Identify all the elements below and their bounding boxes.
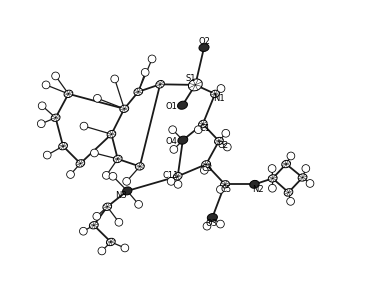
- Circle shape: [93, 94, 101, 102]
- Circle shape: [135, 200, 142, 208]
- Circle shape: [52, 72, 60, 80]
- Circle shape: [216, 220, 224, 228]
- Ellipse shape: [284, 189, 293, 196]
- Text: N2: N2: [252, 185, 264, 194]
- Circle shape: [287, 197, 294, 205]
- Circle shape: [306, 180, 314, 187]
- Ellipse shape: [202, 161, 210, 168]
- Ellipse shape: [250, 180, 259, 188]
- Ellipse shape: [89, 222, 98, 229]
- Circle shape: [268, 165, 276, 172]
- Ellipse shape: [210, 90, 219, 98]
- Ellipse shape: [134, 88, 143, 95]
- Ellipse shape: [103, 203, 112, 210]
- Ellipse shape: [113, 155, 122, 163]
- Text: C5: C5: [221, 185, 232, 194]
- Text: C1: C1: [199, 124, 210, 133]
- Circle shape: [302, 165, 310, 172]
- Ellipse shape: [107, 130, 116, 138]
- Circle shape: [93, 212, 101, 220]
- Ellipse shape: [156, 80, 164, 88]
- Text: N3: N3: [115, 191, 127, 200]
- Ellipse shape: [220, 181, 229, 188]
- Circle shape: [42, 81, 50, 89]
- Circle shape: [174, 181, 182, 188]
- Ellipse shape: [173, 172, 182, 180]
- Ellipse shape: [215, 137, 223, 145]
- Text: C2: C2: [217, 141, 229, 150]
- Circle shape: [223, 143, 231, 151]
- Circle shape: [67, 171, 74, 178]
- Circle shape: [38, 102, 46, 110]
- Circle shape: [201, 167, 208, 174]
- Text: C3: C3: [202, 164, 213, 173]
- Text: C11: C11: [162, 171, 179, 180]
- Circle shape: [80, 122, 88, 130]
- Ellipse shape: [199, 120, 207, 128]
- Ellipse shape: [135, 163, 144, 170]
- Text: O3: O3: [206, 219, 218, 228]
- Circle shape: [169, 126, 177, 134]
- Circle shape: [222, 129, 230, 137]
- Circle shape: [269, 184, 276, 192]
- Ellipse shape: [64, 90, 73, 98]
- Circle shape: [109, 172, 117, 180]
- Circle shape: [43, 151, 51, 159]
- Ellipse shape: [51, 114, 60, 122]
- Ellipse shape: [177, 101, 187, 109]
- Circle shape: [287, 152, 295, 160]
- Ellipse shape: [298, 174, 307, 181]
- Text: O4: O4: [166, 137, 177, 146]
- Ellipse shape: [123, 187, 132, 195]
- Ellipse shape: [188, 79, 202, 91]
- Circle shape: [203, 222, 211, 230]
- Text: O1: O1: [166, 102, 177, 111]
- Ellipse shape: [199, 44, 209, 52]
- Circle shape: [217, 85, 225, 92]
- Ellipse shape: [120, 105, 129, 112]
- Circle shape: [79, 227, 87, 235]
- Circle shape: [167, 178, 175, 185]
- Text: S1: S1: [186, 74, 197, 83]
- Circle shape: [148, 55, 156, 63]
- Circle shape: [102, 172, 110, 179]
- Circle shape: [123, 178, 131, 185]
- Ellipse shape: [59, 142, 67, 150]
- Circle shape: [216, 185, 224, 193]
- Circle shape: [91, 149, 98, 157]
- Ellipse shape: [76, 160, 85, 167]
- Ellipse shape: [207, 214, 217, 221]
- Circle shape: [115, 218, 123, 226]
- Ellipse shape: [282, 160, 290, 168]
- Circle shape: [111, 75, 118, 83]
- Text: N1: N1: [213, 94, 225, 103]
- Ellipse shape: [178, 136, 188, 144]
- Circle shape: [38, 120, 45, 128]
- Circle shape: [141, 68, 149, 76]
- Ellipse shape: [106, 238, 115, 246]
- Circle shape: [194, 126, 202, 134]
- Ellipse shape: [268, 175, 277, 182]
- Circle shape: [170, 146, 178, 153]
- Circle shape: [98, 247, 106, 255]
- Circle shape: [121, 244, 129, 252]
- Text: O2: O2: [198, 38, 210, 46]
